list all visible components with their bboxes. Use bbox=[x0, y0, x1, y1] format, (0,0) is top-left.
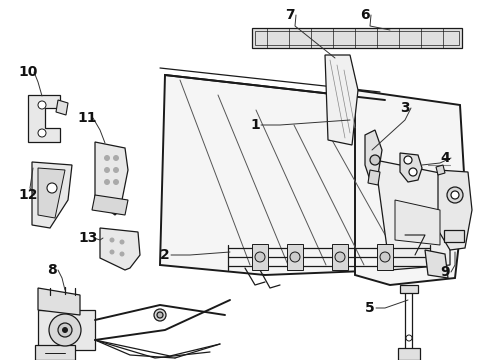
Circle shape bbox=[157, 312, 163, 318]
Polygon shape bbox=[92, 195, 128, 215]
Polygon shape bbox=[100, 228, 140, 270]
Bar bbox=[444, 230, 464, 242]
Polygon shape bbox=[400, 153, 422, 182]
Circle shape bbox=[104, 179, 110, 185]
Circle shape bbox=[113, 167, 119, 173]
Circle shape bbox=[104, 155, 110, 161]
Circle shape bbox=[406, 335, 412, 341]
Polygon shape bbox=[365, 130, 382, 180]
Circle shape bbox=[62, 327, 68, 333]
Circle shape bbox=[113, 155, 119, 161]
Circle shape bbox=[451, 191, 459, 199]
Circle shape bbox=[109, 238, 115, 243]
Polygon shape bbox=[38, 288, 80, 315]
Circle shape bbox=[109, 249, 115, 255]
Circle shape bbox=[47, 183, 57, 193]
Circle shape bbox=[120, 239, 124, 244]
Text: 10: 10 bbox=[18, 65, 38, 79]
Circle shape bbox=[58, 323, 72, 337]
Polygon shape bbox=[35, 345, 75, 360]
Circle shape bbox=[38, 101, 46, 109]
Circle shape bbox=[404, 156, 412, 164]
Text: 8: 8 bbox=[47, 263, 57, 277]
Text: 3: 3 bbox=[400, 101, 410, 115]
Circle shape bbox=[49, 314, 81, 346]
Bar bbox=[252, 244, 268, 270]
Text: 13: 13 bbox=[78, 231, 98, 245]
Circle shape bbox=[255, 252, 265, 262]
Polygon shape bbox=[160, 75, 410, 275]
Circle shape bbox=[38, 129, 46, 137]
Bar bbox=[377, 244, 393, 270]
Circle shape bbox=[335, 252, 345, 262]
Text: 9: 9 bbox=[440, 265, 450, 279]
Circle shape bbox=[380, 252, 390, 262]
Bar bbox=[400, 285, 418, 293]
Text: 5: 5 bbox=[365, 301, 375, 315]
Polygon shape bbox=[375, 160, 450, 270]
Bar bbox=[252, 28, 462, 48]
Text: 2: 2 bbox=[160, 248, 170, 262]
Circle shape bbox=[290, 252, 300, 262]
Text: 4: 4 bbox=[440, 151, 450, 165]
Circle shape bbox=[154, 309, 166, 321]
Polygon shape bbox=[355, 90, 465, 285]
Text: 12: 12 bbox=[18, 188, 38, 202]
Text: 11: 11 bbox=[77, 111, 97, 125]
Circle shape bbox=[120, 252, 124, 256]
Polygon shape bbox=[436, 165, 445, 175]
Text: 1: 1 bbox=[250, 118, 260, 132]
Polygon shape bbox=[38, 168, 65, 218]
Polygon shape bbox=[395, 200, 440, 245]
Circle shape bbox=[409, 168, 417, 176]
Polygon shape bbox=[95, 142, 128, 215]
Polygon shape bbox=[38, 310, 95, 350]
Polygon shape bbox=[28, 95, 60, 142]
Polygon shape bbox=[368, 170, 380, 185]
Text: 6: 6 bbox=[360, 8, 370, 22]
Circle shape bbox=[370, 155, 380, 165]
Polygon shape bbox=[425, 250, 448, 278]
Polygon shape bbox=[56, 100, 68, 115]
Text: 7: 7 bbox=[285, 8, 295, 22]
Polygon shape bbox=[32, 162, 72, 228]
Bar bbox=[287, 244, 303, 270]
Bar bbox=[398, 348, 420, 360]
Circle shape bbox=[104, 167, 110, 173]
Polygon shape bbox=[325, 55, 358, 145]
Bar bbox=[255, 31, 459, 45]
Bar bbox=[332, 244, 348, 270]
Circle shape bbox=[447, 187, 463, 203]
Polygon shape bbox=[438, 170, 472, 250]
Circle shape bbox=[113, 179, 119, 185]
